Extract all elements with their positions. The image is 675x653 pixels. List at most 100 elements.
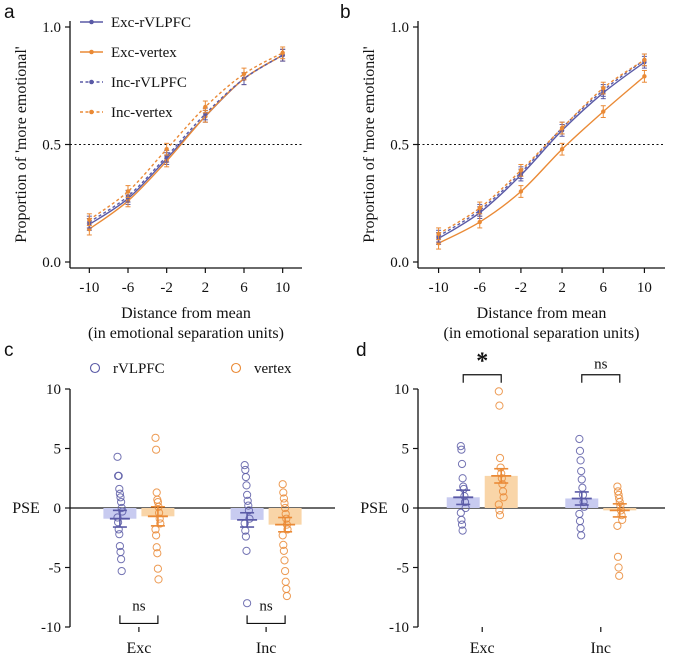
participant-point <box>283 525 292 534</box>
legend-label: rVLPFC <box>113 361 165 377</box>
legend-label: Exc-rVLPFC <box>111 15 191 31</box>
significance-bracket <box>119 615 159 625</box>
participant-point <box>278 531 287 540</box>
participant-point <box>456 508 465 517</box>
legend-label: Inc-rVLPFC <box>111 75 187 91</box>
participant-point <box>114 525 123 534</box>
participant-point <box>460 492 469 501</box>
x-tick-label: -2 <box>160 280 173 296</box>
participant-point <box>155 514 164 523</box>
participant-point <box>152 445 161 454</box>
participant-point <box>614 563 623 572</box>
x-tick-label: -10 <box>79 280 99 296</box>
x-axis-label: Distance from mean <box>477 305 607 322</box>
y-tick-label: 5 <box>54 442 62 458</box>
participant-point <box>279 546 288 555</box>
x-axis-label: Distance from mean <box>121 305 251 322</box>
y-tick-label: 10 <box>394 382 409 398</box>
panel-b-line-chart: 0.0 0.5 1.0 -10 -6 -2 2 6 10 Distance from mean (i… <box>361 20 665 342</box>
participant-point <box>457 459 467 469</box>
x-tick-label: -2 <box>515 280 528 296</box>
participant-point <box>494 387 503 396</box>
participant-point <box>576 456 585 465</box>
participant-point <box>115 489 125 498</box>
participant-point <box>117 503 126 513</box>
series-line-Inc-vertex <box>88 52 284 221</box>
participant-point <box>578 483 587 492</box>
y-tick-label: 1.0 <box>42 20 61 36</box>
data-point <box>642 74 647 79</box>
participant-point <box>115 530 124 539</box>
participant-point <box>282 584 291 594</box>
participant-point <box>575 446 585 455</box>
participant-point <box>457 515 466 525</box>
y-tick-label: -5 <box>397 561 410 577</box>
legend-label: Inc-vertex <box>111 105 173 121</box>
participant-point <box>240 461 249 470</box>
participant-point <box>280 556 289 565</box>
participant-point <box>575 516 585 526</box>
data-point <box>477 205 482 211</box>
x-axis-label-units: (in emotional separation units) <box>444 325 640 342</box>
y-axis-label: Proportion of 'more emotional' <box>13 46 30 243</box>
y-tick-label: -5 <box>49 561 62 577</box>
data-point <box>601 109 606 114</box>
participant-point <box>615 571 624 580</box>
participant-point <box>279 488 288 497</box>
participant-point <box>613 482 622 491</box>
participant-point <box>152 531 161 540</box>
participant-point <box>156 519 165 528</box>
significance-label: ns <box>259 598 273 614</box>
participant-point <box>577 475 586 484</box>
legend-marker <box>89 109 94 115</box>
y-tick-label: 1.0 <box>390 20 409 36</box>
significance-label: ns <box>132 598 146 614</box>
participant-point <box>241 465 250 475</box>
participant-point <box>495 511 505 520</box>
participant-point <box>458 526 467 535</box>
significance-label: ns <box>594 357 608 373</box>
participant-point <box>460 497 470 507</box>
panel-a-line-chart: 0.0 0.5 1.0 -10 -6 -2 2 6 10 Distance from mean (i… <box>13 20 302 342</box>
participant-point <box>575 434 584 444</box>
participant-point <box>152 543 161 552</box>
series-line-Inc-vertex <box>438 59 645 235</box>
y-tick-label: -10 <box>41 620 61 636</box>
participant-point <box>580 502 589 511</box>
x-tick-label: 10 <box>275 280 290 296</box>
data-point <box>241 71 247 77</box>
panel-letter-b: b <box>340 2 351 23</box>
participant-point <box>244 506 253 515</box>
x-tick-label: Inc <box>591 640 611 653</box>
participant-point <box>281 577 290 586</box>
participant-point <box>151 433 160 442</box>
participant-point <box>617 511 626 520</box>
participant-point <box>244 501 253 510</box>
y-axis-label: PSE <box>12 500 40 517</box>
participant-point <box>456 442 465 451</box>
legend-marker <box>89 49 94 55</box>
participant-point <box>242 481 251 490</box>
significance-label: * <box>476 349 488 375</box>
participant-point <box>281 503 290 513</box>
participant-point <box>115 541 125 551</box>
data-point <box>280 50 285 56</box>
significance-bracket <box>246 615 286 625</box>
panel-letter-d: d <box>356 340 367 361</box>
y-axis-label: PSE <box>360 500 388 517</box>
x-axis-label-units: (in emotional separation units) <box>88 325 284 342</box>
x-tick-label: 6 <box>240 280 248 296</box>
y-tick-label: 0.5 <box>390 138 409 154</box>
participant-point <box>117 497 126 507</box>
panel-letter-a: a <box>4 2 15 23</box>
y-tick-label: 5 <box>402 442 410 458</box>
legend-marker <box>89 362 101 374</box>
participant-point <box>457 520 467 529</box>
data-point <box>477 219 482 225</box>
participant-point <box>114 471 123 480</box>
participant-point <box>279 494 288 503</box>
legend-line-series: Exc-rVLPFC Exc-vertex Inc-rVLPFC Inc-vertex <box>80 15 191 121</box>
participant-point <box>457 445 466 454</box>
participant-point <box>115 484 124 494</box>
participant-point <box>153 497 162 507</box>
